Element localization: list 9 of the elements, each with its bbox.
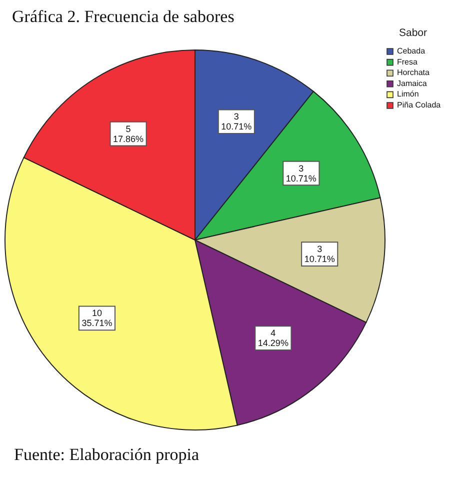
legend-label: Piña Colada: [397, 100, 442, 110]
chart-title: Gráfica 2. Frecuencia de sabores: [12, 7, 234, 26]
legend-label: Cebada: [397, 46, 426, 56]
legend-title: Sabor: [398, 27, 428, 39]
legend-label: Jamaica: [397, 78, 428, 88]
source-note: Fuente: Elaboración propia: [14, 445, 200, 464]
legend-label: Limón: [397, 90, 419, 99]
legend-label: Horchata: [397, 68, 430, 78]
legend-label: Fresa: [397, 57, 418, 66]
